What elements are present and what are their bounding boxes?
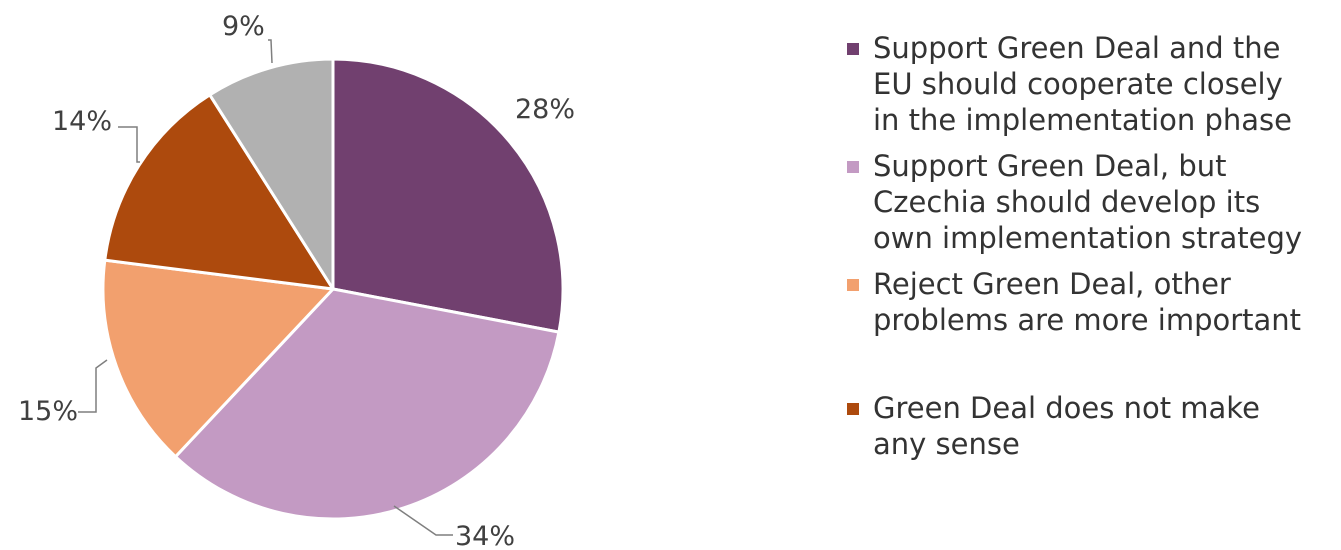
legend-swatch	[847, 161, 859, 173]
legend-label: Green Deal does not make any sense	[873, 391, 1260, 461]
legend-item: Support Green Deal, but Czechia should d…	[847, 148, 1337, 256]
legend-swatch	[847, 279, 859, 291]
pie-slice	[331, 57, 565, 334]
data-label: 34%	[455, 521, 515, 550]
pie-slice	[208, 57, 335, 291]
data-labels: 28% 34% 15% 14% 9%	[18, 11, 575, 550]
legend-label: Support Green Deal and the EU should coo…	[873, 31, 1292, 137]
legend-swatch	[847, 403, 859, 415]
legend-swatch	[847, 43, 859, 55]
pie-slices	[101, 57, 565, 521]
data-label: 28%	[515, 94, 575, 125]
legend-item: Green Deal does not make any sense	[847, 390, 1337, 462]
data-label: 15%	[18, 396, 78, 427]
legend-item: Reject Green Deal, other problems are mo…	[847, 266, 1337, 338]
leader-line	[78, 359, 108, 413]
data-label: 14%	[52, 106, 112, 137]
legend: Support Green Deal and the EU should coo…	[847, 30, 1337, 462]
pie-slice	[103, 93, 335, 291]
leader-line	[268, 39, 273, 64]
data-label: 9%	[222, 11, 265, 42]
pie-slice	[174, 287, 561, 521]
legend-label: Support Green Deal, but Czechia should d…	[873, 149, 1303, 255]
leader-lines	[78, 39, 453, 536]
leader-line	[118, 126, 140, 163]
leader-line	[393, 505, 453, 536]
pie-slice	[101, 258, 335, 459]
legend-item: Support Green Deal and the EU should coo…	[847, 30, 1337, 138]
legend-label: Reject Green Deal, other problems are mo…	[873, 267, 1302, 337]
